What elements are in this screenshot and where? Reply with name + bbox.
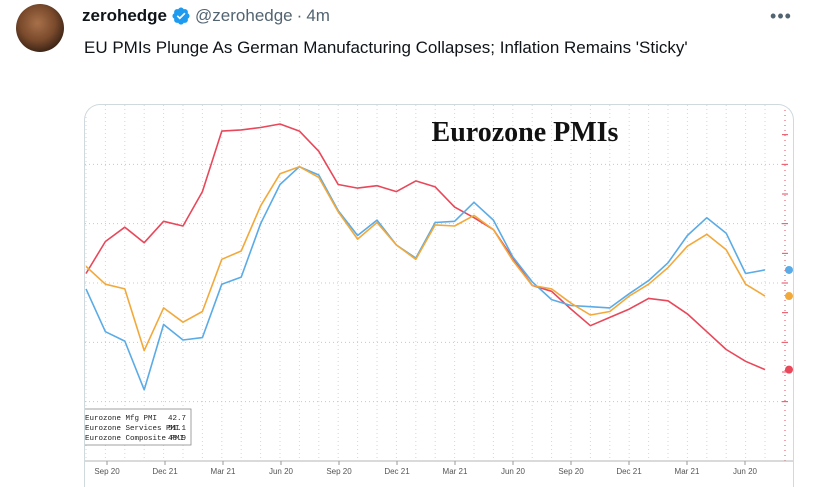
legend-series-value: 42.7 <box>168 415 186 423</box>
x-tick-label: Sep 20 <box>558 467 584 476</box>
series-line-1 <box>85 165 766 391</box>
handle[interactable]: @zerohedge <box>195 6 293 25</box>
series-end-marker-1 <box>785 265 793 274</box>
legend-box <box>85 408 192 446</box>
x-tick-label: Mar 21 <box>211 467 236 476</box>
legend-series-name: Eurozone Services PMI <box>85 425 180 433</box>
x-tick-label: Dec 21 <box>616 467 642 476</box>
series-end-marker-0 <box>785 365 793 374</box>
pmi-chart: Sep 20 Dec 21 Mar 21 Jun 20 Sep 20 Dec 21 Mar … <box>85 105 793 476</box>
series-end-marker-2 <box>785 292 793 301</box>
verified-badge-icon[interactable] <box>171 6 191 26</box>
series-line-0 <box>85 123 766 371</box>
tweet-header: zerohedge @zerohedge · 4m <box>82 4 330 28</box>
chart-series <box>85 123 793 391</box>
avatar[interactable] <box>16 4 64 52</box>
x-tick-label: Dec 21 <box>152 467 178 476</box>
tweet-media-chart[interactable]: Sep 20 Dec 21 Mar 21 Jun 20 Sep 20 Dec 21 Mar … <box>84 104 794 487</box>
more-options-icon[interactable]: ••• <box>770 5 792 26</box>
x-tick-label: Sep 20 <box>94 467 120 476</box>
x-tick-label: Mar 21 <box>675 467 700 476</box>
timestamp[interactable]: 4m <box>306 6 330 25</box>
legend-series-name: Eurozone Composite PMI <box>85 435 184 443</box>
x-tick-label: Jun 20 <box>269 467 294 476</box>
x-tick-label: Dec 21 <box>384 467 410 476</box>
legend-series-name: Eurozone Mfg PMI <box>85 415 157 423</box>
legend-series-value: 48.9 <box>168 435 186 443</box>
chart-grid <box>85 105 793 462</box>
x-tick-label: Mar 21 <box>443 467 468 476</box>
x-tick-label: Jun 20 <box>501 467 526 476</box>
display-name[interactable]: zerohedge <box>82 6 168 25</box>
legend-series-value: 51.1 <box>168 425 187 433</box>
tweet-text: EU PMIs Plunge As German Manufacturing C… <box>84 38 688 57</box>
series-line-2 <box>85 165 766 352</box>
separator-dot: · <box>296 6 303 25</box>
x-tick-label: Jun 20 <box>733 467 758 476</box>
chart-x-ticks: Sep 20 Dec 21 Mar 21 Jun 20 Sep 20 Dec 21 Mar … <box>94 461 758 476</box>
chart-legend: Eurozone Mfg PMI 42.7 Eurozone Services PM… <box>85 408 192 446</box>
x-tick-label: Sep 20 <box>326 467 352 476</box>
chart-title: Eurozone PMIs <box>432 117 619 148</box>
